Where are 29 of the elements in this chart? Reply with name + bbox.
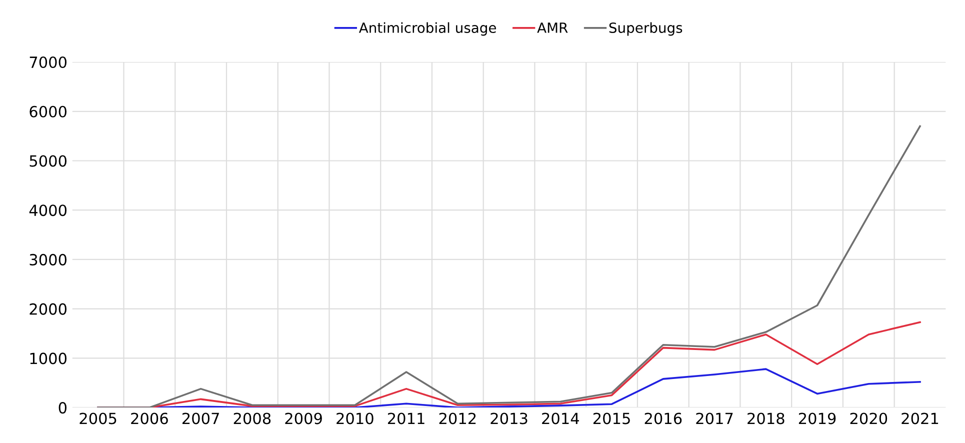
- y-tick-label: 6000: [30, 106, 66, 118]
- y-tick-label: 5000: [30, 155, 66, 167]
- x-tick-label: 2013: [490, 412, 528, 424]
- line-series: [97, 125, 921, 408]
- x-tick-label: 2020: [850, 412, 888, 424]
- x-tick-label: 2011: [388, 412, 424, 424]
- y-tick-label: 1000: [30, 352, 66, 364]
- x-tick-label: 2021: [902, 412, 938, 424]
- y-tick-label: 4000: [29, 204, 66, 216]
- x-tick-label: 2009: [285, 412, 322, 424]
- x-tick-label: 2006: [131, 412, 168, 424]
- x-tick-label: 2007: [182, 412, 219, 424]
- legend-label: Superbugs: [609, 22, 682, 36]
- x-tick-label: 2010: [336, 412, 374, 424]
- y-tick-label: 7000: [30, 56, 66, 68]
- x-tick-label: 2015: [593, 412, 630, 424]
- x-tick-label: 2005: [80, 412, 116, 424]
- y-tick-label: 0: [58, 402, 66, 414]
- x-tick-label: 2016: [644, 412, 682, 424]
- x-tick-label: 2008: [234, 412, 271, 424]
- x-tick-label: 2014: [542, 412, 579, 424]
- x-tick-label: 2017: [696, 412, 733, 424]
- y-tick-label: 2000: [30, 303, 66, 315]
- x-tick-label: 2012: [439, 412, 476, 424]
- x-tick-label: 2018: [748, 412, 784, 424]
- legend-label: AMR: [537, 22, 568, 33]
- y-tick-label: 3000: [30, 254, 66, 266]
- legend-label: Antimicrobial usage: [358, 22, 496, 36]
- x-tick-label: 2019: [798, 412, 836, 424]
